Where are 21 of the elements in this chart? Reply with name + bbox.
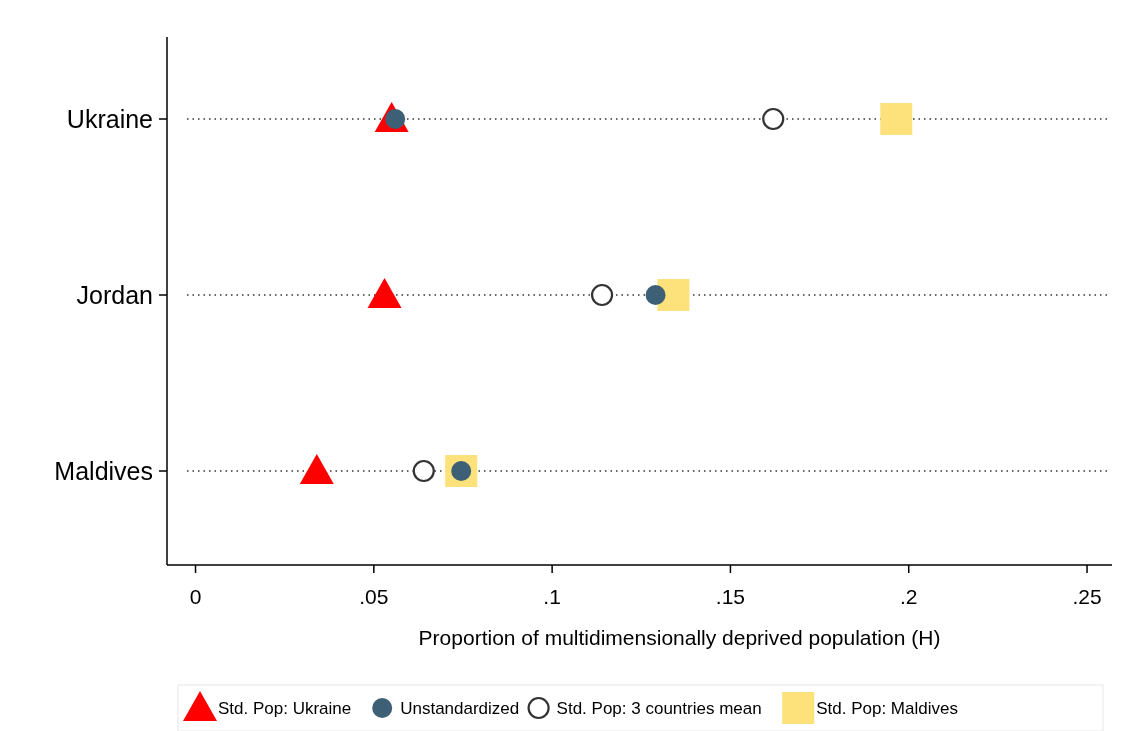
point bbox=[299, 454, 334, 484]
x-tick-label: .05 bbox=[359, 585, 389, 608]
x-tick-label: .15 bbox=[715, 585, 746, 608]
point bbox=[880, 103, 913, 135]
x-axis-title: Proportion of multidimensionally deprived population (H) bbox=[418, 626, 941, 649]
legend-label: Std. Pop: 3 countries mean bbox=[556, 699, 762, 718]
y-tick-label: Maldives bbox=[54, 457, 153, 485]
point bbox=[762, 107, 785, 131]
x-tick-label: .25 bbox=[1072, 585, 1102, 608]
point bbox=[645, 285, 666, 305]
point bbox=[590, 283, 614, 307]
x-tick-label: .1 bbox=[543, 585, 561, 608]
x-tick-label: 0 bbox=[189, 585, 202, 608]
legend-label: Unstandardized bbox=[400, 699, 520, 718]
legend-label: Std. Pop: Maldives bbox=[816, 699, 958, 718]
y-tick-label: Jordan bbox=[76, 281, 153, 309]
point bbox=[367, 278, 402, 308]
legend-label: Std. Pop: Ukraine bbox=[218, 699, 352, 718]
y-tick-label: Ukraine bbox=[66, 105, 153, 133]
x-tick-label: .2 bbox=[899, 585, 918, 608]
point bbox=[412, 459, 435, 483]
